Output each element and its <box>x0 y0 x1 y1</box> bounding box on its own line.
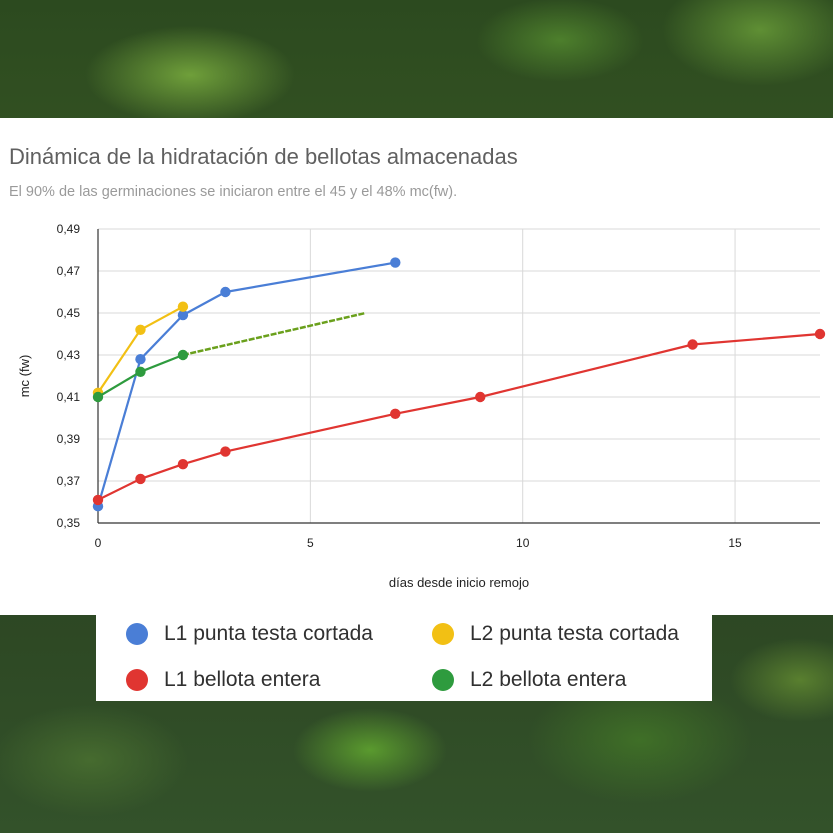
legend-item: L2 bellota entera <box>432 665 626 695</box>
y-tick-label: 0,37 <box>57 474 81 488</box>
data-point <box>92 391 104 403</box>
data-point <box>135 366 146 377</box>
legend-item: L1 bellota entera <box>126 665 320 695</box>
data-point <box>390 257 401 268</box>
x-axis-label: días desde inicio remojo <box>389 575 529 590</box>
legend-item: L2 punta testa cortada <box>432 619 679 649</box>
data-point <box>177 459 189 470</box>
chart-legend: L1 punta testa cortada L2 punta testa co… <box>96 615 712 701</box>
data-point <box>135 354 146 365</box>
chart-subtitle: El 90% de las germinaciones se iniciaron… <box>9 184 458 200</box>
legend-label: L2 punta testa cortada <box>470 622 679 645</box>
legend-label: L1 bellota entera <box>164 668 321 691</box>
data-point <box>390 408 401 419</box>
legend-marker-icon <box>432 623 454 645</box>
trend-line <box>182 311 366 357</box>
series-0 <box>92 257 401 512</box>
data-point <box>475 391 486 403</box>
y-tick-label: 0,43 <box>57 348 81 362</box>
data-point <box>177 309 189 321</box>
data-point <box>177 301 189 312</box>
x-tick-label: 15 <box>728 536 742 550</box>
data-point <box>135 473 146 485</box>
legend-marker-icon <box>432 669 454 691</box>
y-axis-label: mc (fw) <box>17 355 32 398</box>
y-tick-label: 0,45 <box>57 306 81 320</box>
chart-title: Dinámica de la hidratación de bellotas a… <box>9 144 518 169</box>
x-tick-label: 10 <box>516 536 530 550</box>
series-2 <box>92 328 826 506</box>
grid-lines <box>98 228 820 524</box>
legend-label: L1 punta testa cortada <box>164 622 373 645</box>
y-tick-label: 0,47 <box>57 264 81 278</box>
series-line <box>96 261 396 507</box>
legend-marker-icon <box>126 623 148 645</box>
data-point <box>177 349 189 361</box>
series-line <box>97 332 821 501</box>
series-1 <box>92 301 189 398</box>
axes <box>97 229 820 524</box>
data-point <box>220 446 231 457</box>
legend-label: L2 bellota entera <box>470 668 627 691</box>
data-point <box>814 328 826 340</box>
y-tick-label: 0,41 <box>57 390 81 404</box>
x-tick-label: 5 <box>307 536 314 550</box>
data-point <box>92 494 104 506</box>
x-tick-label: 0 <box>95 536 102 550</box>
series-3 <box>92 311 366 403</box>
legend-item: L1 punta testa cortada <box>126 619 373 649</box>
series-layer <box>92 257 826 512</box>
y-tick-label: 0,39 <box>57 432 81 446</box>
data-point <box>687 339 698 350</box>
data-point <box>135 324 146 335</box>
tick-labels: 0,35 0,37 0,39 0,41 0,43 0,45 0,47 0,49 0 5 10 15 <box>57 222 742 550</box>
series-line <box>97 305 184 394</box>
y-tick-label: 0,35 <box>57 516 81 530</box>
y-tick-label: 0,49 <box>57 222 81 236</box>
data-point <box>220 286 231 298</box>
legend-marker-icon <box>126 669 148 691</box>
